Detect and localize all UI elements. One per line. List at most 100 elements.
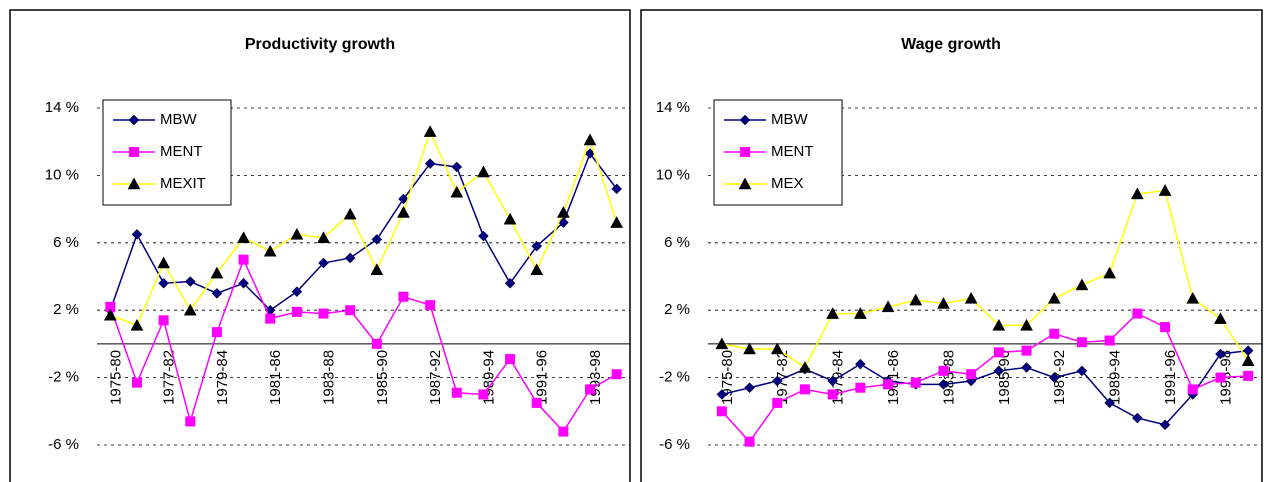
legend-label: MEX (771, 175, 804, 192)
marker (1104, 335, 1115, 346)
series-line (109, 257, 618, 433)
marker (1104, 397, 1116, 409)
legend-label: MENT (160, 143, 203, 160)
marker (131, 229, 143, 240)
marker (1047, 291, 1061, 304)
marker (1021, 362, 1032, 373)
marker (344, 252, 356, 264)
legend-marker (740, 147, 750, 157)
marker (771, 375, 783, 387)
marker (1076, 365, 1088, 377)
marker (993, 365, 1005, 377)
marker (318, 257, 329, 269)
marker (938, 378, 949, 390)
series-line (109, 151, 618, 312)
legend-marker (129, 147, 139, 157)
legend-marker (127, 177, 141, 190)
marker (910, 377, 921, 388)
marker (964, 291, 978, 304)
y-tick-label: 10 % (45, 166, 79, 183)
marker (1186, 291, 1200, 304)
marker (938, 365, 949, 376)
marker (531, 240, 543, 252)
marker (371, 338, 382, 349)
marker (610, 216, 624, 228)
marker (1132, 308, 1143, 319)
marker (130, 318, 144, 331)
x-tick-label: 1985-90 (374, 350, 391, 405)
x-tick-label: 1981-86 (885, 350, 902, 405)
marker (1214, 312, 1227, 324)
marker (715, 337, 729, 350)
marker (993, 347, 1004, 358)
y-tick-label: -6 % (48, 436, 79, 453)
y-tick-label: -6 % (659, 436, 690, 453)
legend-marker (739, 114, 751, 126)
x-tick-label: 1981-86 (267, 350, 284, 405)
marker (131, 377, 142, 388)
panel (640, 9, 1263, 482)
marker (265, 313, 276, 324)
marker (477, 165, 490, 178)
marker (743, 342, 756, 355)
x-tick-label: 1987-92 (427, 350, 444, 405)
marker (263, 244, 277, 257)
x-tick-label: 1991-96 (534, 350, 551, 405)
marker (398, 193, 409, 205)
marker (103, 308, 117, 321)
y-tick-label: 10 % (656, 166, 690, 183)
x-tick-label: 1987-92 (1051, 350, 1068, 405)
marker (770, 342, 784, 355)
marker (1215, 372, 1226, 383)
marker (966, 369, 977, 380)
marker (478, 389, 489, 400)
marker (611, 183, 623, 195)
marker (237, 231, 250, 243)
x-tick-label: 1989-94 (1107, 350, 1124, 405)
marker (371, 234, 383, 245)
marker (290, 227, 304, 240)
series-line (110, 129, 618, 327)
marker (1241, 354, 1255, 366)
marker (716, 406, 727, 417)
marker (317, 231, 330, 243)
marker (105, 301, 116, 312)
marker (1159, 419, 1171, 431)
marker (238, 254, 249, 265)
y-tick-label: 6 % (664, 234, 690, 251)
marker (345, 305, 356, 316)
marker (558, 426, 569, 437)
x-tick-label: 1991-96 (1162, 350, 1179, 405)
x-tick-label: 1985-90 (996, 350, 1013, 405)
marker (451, 161, 463, 173)
y-tick-label: 2 % (664, 301, 690, 318)
marker (881, 300, 895, 313)
legend-box (102, 99, 232, 206)
marker (1215, 348, 1226, 360)
x-tick-label: 1993-98 (587, 350, 604, 405)
chart: Wage growth-6 %-2 %2 %6 %10 %14 %1975-80… (656, 36, 1262, 453)
marker (744, 436, 755, 447)
marker (184, 276, 196, 287)
marker (1020, 318, 1033, 331)
marker (424, 158, 436, 169)
marker (211, 287, 223, 299)
legend-label: MEXIT (160, 175, 206, 192)
marker (291, 286, 303, 298)
y-tick-label: 14 % (45, 99, 79, 116)
marker (343, 207, 357, 220)
marker (827, 389, 838, 400)
marker (183, 303, 197, 316)
legend-label: MENT (771, 143, 814, 160)
marker (1158, 184, 1172, 196)
marker (1131, 412, 1143, 424)
marker (1049, 328, 1060, 339)
marker (211, 327, 222, 338)
marker (1075, 278, 1089, 291)
chart: Productivity growth -6 % -2 % 2 % 6 % 10 % 14 … (45, 36, 630, 453)
marker (937, 296, 950, 309)
marker (370, 263, 384, 276)
y-tick-label: 14 % (656, 99, 690, 116)
x-tick-label: 1983-88 (320, 350, 337, 405)
